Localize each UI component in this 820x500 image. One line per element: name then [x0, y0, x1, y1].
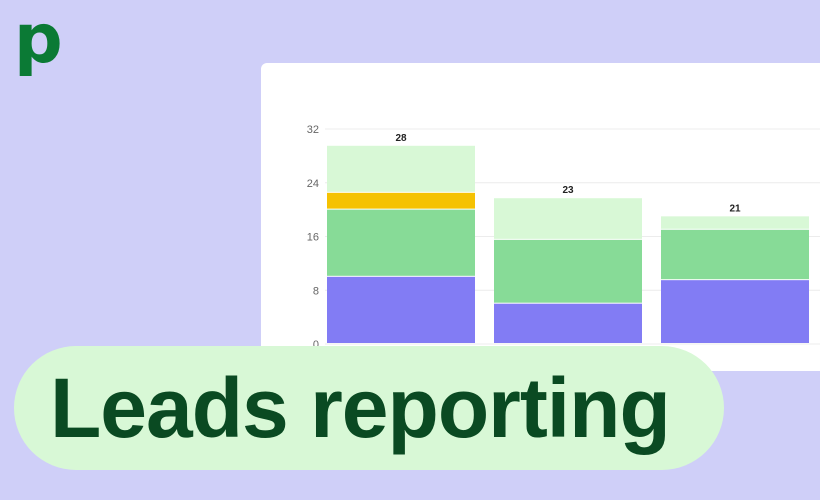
bar-segment [327, 145, 475, 192]
bar-segment [494, 198, 642, 239]
bar-segment [327, 209, 475, 276]
bar-segment [327, 276, 475, 343]
brand-logo: p [14, 0, 63, 79]
y-tick-label: 16 [307, 232, 319, 244]
bar-total-label: 23 [562, 185, 574, 196]
bar-segment [494, 303, 642, 343]
bar-segment [661, 229, 809, 280]
y-tick-label: 24 [307, 178, 319, 190]
bar-segment [661, 216, 809, 229]
stacked-bar-chart: 0 8 16 24 32 28 23 21 [307, 124, 820, 351]
bar-total-label: 28 [395, 133, 407, 144]
bar-segment [327, 192, 475, 209]
y-tick-label: 0 [313, 339, 319, 351]
chart-card: 0 8 16 24 32 28 23 21 [261, 63, 820, 371]
bar-total-label: 21 [729, 203, 741, 214]
bar-segment [661, 280, 809, 343]
y-tick-label: 32 [307, 124, 319, 136]
headline: Leads reporting [50, 361, 671, 455]
bar-segment [494, 239, 642, 303]
headline-pill: Leads reporting [14, 346, 724, 470]
y-tick-label: 8 [313, 285, 319, 297]
